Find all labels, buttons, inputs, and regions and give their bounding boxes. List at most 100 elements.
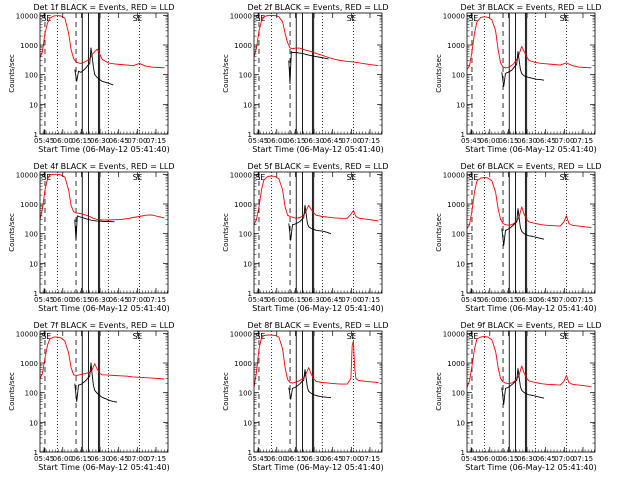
x-tick-label: 05:45	[34, 296, 54, 304]
y-tick-label: 100	[25, 390, 38, 398]
y-tick-label: 100	[452, 72, 465, 80]
x-tick-label: 06:30	[304, 455, 324, 463]
x-tick-label: 06:45	[323, 137, 343, 145]
y-tick-label: 10	[243, 260, 252, 268]
x-tick-label: 07:15	[573, 296, 593, 304]
flag-label-e: E	[137, 173, 142, 182]
lld-series-line	[40, 15, 165, 69]
plot-frame	[39, 12, 169, 135]
y-tick-label: 1	[461, 449, 465, 457]
x-tick-label: 06:45	[109, 455, 129, 463]
x-tick-label: 06:45	[536, 455, 556, 463]
flag-label-e: E	[564, 332, 569, 341]
panel-title: Det 2f BLACK = Events, RED = LLD	[247, 3, 388, 12]
x-tick-label: 06:00	[480, 296, 500, 304]
marker-lines	[258, 331, 354, 452]
x-tick-label: 07:00	[554, 455, 574, 463]
x-tick-label: 06:00	[480, 137, 500, 145]
flag-label-e: E	[473, 14, 478, 23]
x-tick-label: 06:00	[267, 137, 287, 145]
y-tick-label: 1	[34, 290, 38, 298]
y-tick-label: 10	[243, 419, 252, 427]
events-series-line	[501, 51, 545, 87]
flag-label-e: E	[351, 332, 356, 341]
x-tick-label: 07:00	[554, 296, 574, 304]
flag-label-e: E	[46, 332, 51, 341]
y-tick-label: 1	[248, 131, 252, 139]
series-group	[467, 177, 592, 246]
panel-title: Det 7f BLACK = Events, RED = LLD	[33, 321, 174, 330]
x-tick-label: 07:00	[127, 296, 147, 304]
x-tick-label: 07:15	[146, 455, 166, 463]
y-tick-label: 1000	[447, 201, 465, 209]
x-tick-label: 07:15	[573, 137, 593, 145]
x-axis-label: Start Time (06-May-12 05:41:40)	[38, 145, 169, 154]
y-tick-label: 10	[29, 419, 38, 427]
flag-label-s: S	[560, 173, 565, 182]
events-series-line	[74, 47, 114, 86]
events-series-line	[74, 215, 115, 241]
y-axis-label: Counts/sec	[8, 54, 16, 93]
panel-title: Det 5f BLACK = Events, RED = LLD	[247, 162, 388, 171]
marker-lines	[471, 172, 567, 293]
y-tick-label: 1000	[234, 201, 252, 209]
flag-label-s: S	[560, 332, 565, 341]
plot-frame	[253, 330, 383, 453]
lld-series-line	[254, 175, 379, 225]
flag-label-e: E	[351, 14, 356, 23]
flag-label-e: E	[46, 14, 51, 23]
flag-label-s: S	[255, 14, 260, 23]
x-tick-label: 07:15	[360, 455, 380, 463]
series-group	[40, 336, 165, 403]
x-tick-label: 06:30	[90, 296, 110, 304]
y-tick-label: 10	[456, 260, 465, 268]
x-tick-label: 06:30	[517, 296, 537, 304]
y-tick-label: 100	[452, 390, 465, 398]
events-series-line	[501, 368, 545, 405]
flag-label-s: S	[468, 14, 473, 23]
x-axis-label: Start Time (06-May-12 05:41:40)	[465, 463, 596, 472]
x-tick-label: 05:45	[34, 455, 54, 463]
y-axis-label: Counts/sec	[222, 213, 230, 252]
x-tick-label: 07:00	[127, 137, 147, 145]
y-axis-label: Counts/sec	[222, 372, 230, 411]
x-tick-label: 07:15	[573, 455, 593, 463]
flag-label-e: E	[260, 173, 265, 182]
x-tick-label: 07:00	[341, 296, 361, 304]
x-tick-label: 06:45	[323, 296, 343, 304]
y-tick-label: 10000	[443, 12, 465, 20]
x-tick-label: 06:45	[323, 455, 343, 463]
y-axis-label: Counts/sec	[8, 213, 16, 252]
x-tick-label: 06:30	[90, 455, 110, 463]
events-series-line	[501, 208, 545, 246]
y-tick-label: 1	[461, 131, 465, 139]
x-tick-label: 06:15	[285, 296, 305, 304]
flag-label-e: E	[137, 332, 142, 341]
flag-label-s: S	[347, 173, 352, 182]
lld-series-line	[467, 336, 592, 388]
x-tick-label: 06:30	[304, 137, 324, 145]
x-axis-label: Start Time (06-May-12 05:41:40)	[252, 463, 383, 472]
lld-series-line	[254, 334, 379, 388]
plot-frame	[39, 330, 169, 453]
marker-lines	[44, 331, 140, 452]
x-tick-label: 06:30	[304, 296, 324, 304]
x-tick-label: 05:45	[248, 296, 268, 304]
y-tick-label: 10000	[16, 330, 38, 338]
flag-label-e: E	[564, 14, 569, 23]
lld-series-line	[40, 336, 165, 380]
x-tick-label: 06:45	[536, 137, 556, 145]
series-group	[40, 15, 165, 86]
lld-series-line	[254, 15, 379, 67]
panel-title: Det 8f BLACK = Events, RED = LLD	[247, 321, 388, 330]
events-series-line	[288, 369, 332, 400]
lld-series-line	[40, 173, 165, 221]
flag-label-s: S	[347, 14, 352, 23]
flag-label-s: S	[468, 173, 473, 182]
flag-label-e: E	[473, 332, 478, 341]
marker-lines	[258, 172, 354, 293]
flag-label-s: S	[347, 332, 352, 341]
x-tick-label: 06:15	[71, 455, 91, 463]
